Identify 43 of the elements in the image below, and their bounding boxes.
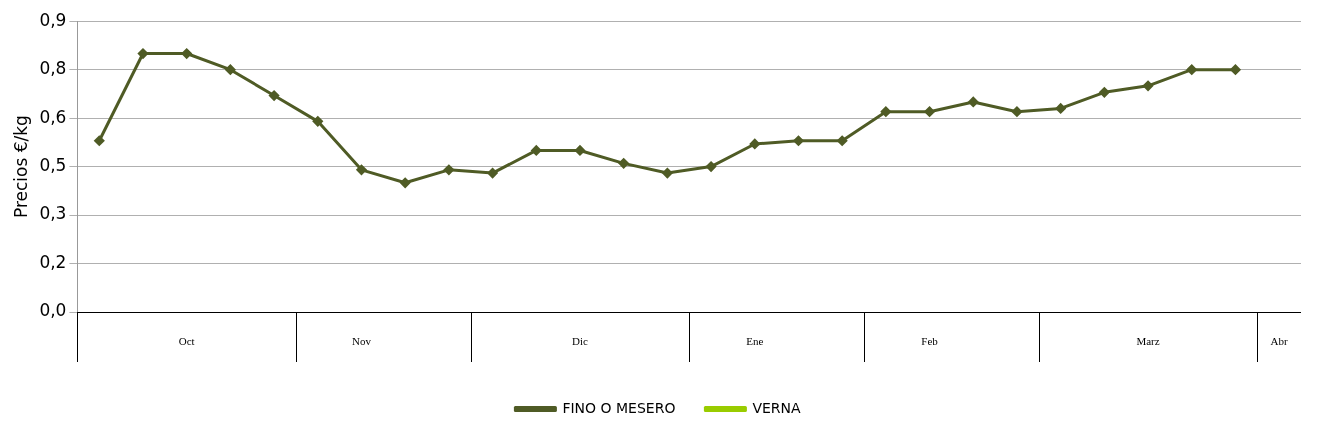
point: [181, 48, 192, 59]
point: [531, 145, 542, 156]
point: [443, 164, 454, 175]
point: [1230, 64, 1241, 75]
y-axis-title: Precios €/kg: [10, 115, 31, 219]
legend-label: FINO O MESERO: [562, 399, 676, 416]
x-tick-label: Abr: [1270, 334, 1289, 347]
legend-label: VERNA: [752, 399, 802, 416]
point: [94, 135, 105, 146]
y-tick-label: 0,3: [39, 203, 67, 224]
point: [837, 135, 848, 146]
x-tick-label: Feb: [921, 334, 939, 347]
point: [1186, 64, 1197, 75]
point: [400, 177, 411, 188]
point: [356, 164, 367, 175]
point: [706, 161, 717, 172]
point: [662, 168, 673, 179]
x-tick-label: Dic: [572, 334, 589, 347]
point: [269, 90, 280, 101]
point: [1099, 87, 1110, 98]
y-tick-label: 0,2: [39, 251, 67, 272]
x-tick-label: Nov: [352, 334, 372, 347]
point: [487, 168, 498, 179]
point: [749, 138, 760, 149]
point: [1011, 106, 1022, 117]
point: [312, 116, 323, 127]
y-tick-label: 0,6: [39, 106, 67, 127]
y-tick-label: 0,9: [39, 9, 67, 30]
y-tick-label: 0,5: [39, 155, 67, 176]
point: [1055, 103, 1066, 114]
y-tick-label: 0,8: [39, 58, 67, 79]
x-tick-label: Marz: [1136, 334, 1160, 347]
point: [225, 64, 236, 75]
x-tick-label: Oct: [178, 334, 195, 347]
x-tick-label: Ene: [746, 334, 764, 347]
point: [618, 158, 629, 169]
point: [1143, 80, 1154, 91]
point: [880, 106, 891, 117]
point: [137, 48, 148, 59]
y-tick-label: 0,0: [39, 300, 67, 321]
point: [924, 106, 935, 117]
point: [793, 135, 804, 146]
point: [968, 96, 979, 107]
